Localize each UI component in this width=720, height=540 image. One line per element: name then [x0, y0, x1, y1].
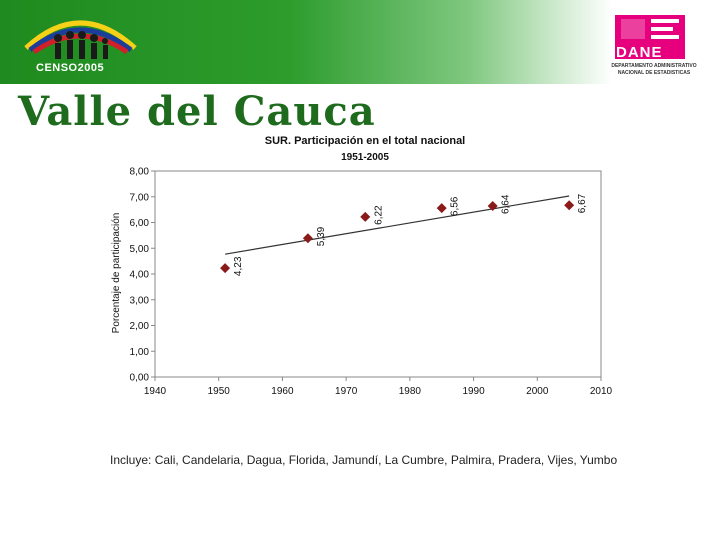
dane-logo	[615, 15, 685, 59]
data-label: 4,23	[233, 256, 244, 276]
data-label: 6,22	[373, 205, 384, 225]
x-tick-label: 1940	[144, 386, 167, 397]
chart-subtitle: 1951-2005	[341, 152, 389, 163]
trend-line	[224, 195, 570, 255]
y-tick-label: 4,00	[130, 270, 150, 281]
y-tick-label: 5,00	[130, 244, 150, 255]
data-point	[302, 233, 313, 244]
data-label: 6,67	[577, 193, 588, 213]
x-tick-label: 1970	[335, 386, 358, 397]
chart-title: SUR. Participación en el total nacional	[265, 135, 466, 147]
x-tick-label: 1980	[399, 386, 422, 397]
y-tick-label: 0,00	[130, 373, 150, 384]
plot-area	[154, 170, 602, 378]
y-tick-label: 3,00	[130, 295, 150, 306]
dane-subtitle-line-1: DEPARTAMENTO ADMINISTRATIVO	[611, 63, 697, 69]
y-axis-label: Porcentaje de participación	[111, 213, 122, 334]
dane-label: DANE	[616, 44, 663, 61]
participation-chart: SUR. Participación en el total nacional …	[111, 135, 613, 397]
x-tick-label: 2010	[590, 386, 613, 397]
data-point	[220, 263, 231, 274]
data-point	[360, 211, 371, 222]
data-point	[487, 201, 498, 212]
dane-subtitle-line-2: NACIONAL DE ESTADISTICAS	[617, 70, 691, 76]
x-tick-label: 1960	[271, 386, 294, 397]
data-label: 6,64	[501, 194, 512, 214]
y-tick-label: 7,00	[130, 192, 150, 203]
census-label: CENSO2005	[36, 62, 105, 74]
x-tick-label: 2000	[526, 386, 549, 397]
dane-subtitle: DEPARTAMENTO ADMINISTRATIVO NACIONAL DE …	[596, 63, 712, 77]
y-tick-label: 6,00	[130, 218, 150, 229]
data-label: 6,56	[450, 196, 461, 216]
census-logo	[24, 20, 137, 59]
footnote: Incluye: Cali, Candelaria, Dagua, Florid…	[110, 453, 618, 467]
x-tick-label: 1950	[208, 386, 231, 397]
y-tick-label: 1,00	[130, 347, 150, 358]
data-label: 5,39	[316, 226, 327, 246]
x-tick-label: 1990	[462, 386, 485, 397]
data-point	[564, 200, 575, 211]
y-tick-label: 8,00	[130, 167, 150, 178]
y-tick-label: 2,00	[130, 321, 150, 332]
page-title: Valle del Cauca	[18, 88, 376, 135]
data-point	[436, 203, 447, 214]
